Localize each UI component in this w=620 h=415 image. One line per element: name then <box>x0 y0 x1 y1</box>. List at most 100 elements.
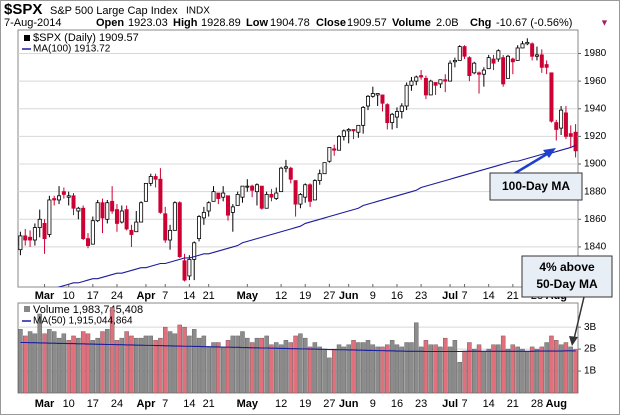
candle-body <box>95 202 100 222</box>
x-tick-label: 17 <box>87 290 99 302</box>
candle-body <box>279 167 284 193</box>
volume-bar <box>476 344 482 393</box>
candle-body <box>61 191 66 195</box>
candle-body <box>399 105 404 112</box>
volume-bar <box>486 348 491 393</box>
x-tick-label: Apr <box>136 398 156 410</box>
x-tick-label: 21 <box>203 398 215 410</box>
candle-body <box>419 75 424 78</box>
volume-bar <box>254 337 260 393</box>
volume-bar <box>32 333 38 393</box>
x-tick-label: 19 <box>299 398 311 410</box>
y-tick-label: 1880 <box>584 186 607 197</box>
candle-body <box>414 76 419 82</box>
x-tick-label: May <box>237 398 259 410</box>
volume-bar <box>235 335 240 393</box>
candle-body <box>370 93 375 97</box>
exchange: INDX <box>186 6 210 17</box>
volume-bar <box>491 344 496 393</box>
volume-bar <box>134 337 139 393</box>
volume-bar <box>283 340 289 393</box>
legend-swatch <box>24 306 30 312</box>
candle-body <box>544 64 549 68</box>
candles <box>18 38 578 282</box>
candle-body <box>539 54 544 68</box>
x-tick-label: 7 <box>162 290 168 302</box>
y-tick-label: 1920 <box>584 131 607 142</box>
candle-body <box>143 182 148 202</box>
candle-body <box>554 122 559 130</box>
candle-body <box>235 194 240 206</box>
volume-bar <box>360 342 366 393</box>
candle-body <box>356 124 361 133</box>
candle-body <box>168 229 173 241</box>
y-tick-label: 1840 <box>584 242 607 253</box>
arrow-head <box>569 336 578 346</box>
volume-bar <box>298 333 303 393</box>
candle-body <box>337 135 342 151</box>
volume-bar <box>100 331 105 393</box>
volume-bar <box>109 307 115 393</box>
candle-body <box>452 59 457 63</box>
volume-bar <box>80 331 86 393</box>
candle-body <box>341 130 346 137</box>
candle-body <box>57 195 62 201</box>
quote-value: 2.0B <box>436 17 459 29</box>
volume-bar <box>264 335 269 393</box>
volume-bar <box>293 335 298 393</box>
candle-body <box>221 192 226 198</box>
candle-body <box>23 235 28 241</box>
candle-body <box>563 112 568 137</box>
x-tick-label: 17 <box>87 398 99 410</box>
candle-body <box>346 129 351 132</box>
x-tick-label: 27 <box>323 398 335 410</box>
y-tick-label: 3B <box>584 322 597 333</box>
annotation-box <box>489 172 583 201</box>
volume-bar <box>105 329 110 393</box>
x-tick-label: Jun <box>339 290 359 302</box>
x-tick-label: 7 <box>162 398 168 410</box>
candle-body <box>264 194 269 209</box>
volume-panel <box>17 302 579 394</box>
legend-label: MA(50) 1,915,044,864 <box>33 316 133 327</box>
volume-bar <box>158 337 163 393</box>
candle-body <box>206 202 211 212</box>
quote-value: 1928.89 <box>201 17 241 29</box>
candle-body <box>380 94 385 104</box>
candle-body <box>428 80 433 96</box>
legend-label: MA(100) 1913.72 <box>33 44 111 55</box>
candle-body <box>477 72 482 75</box>
y-tick-label: 2B <box>584 344 597 355</box>
x-tick-label: 16 <box>391 398 403 410</box>
volume-bar <box>573 349 578 393</box>
candle-body <box>240 185 245 198</box>
candle-body <box>534 54 539 57</box>
candle-body <box>148 176 153 184</box>
change-arrow: ▼ <box>600 17 609 27</box>
candle-body <box>100 202 105 219</box>
candle-body <box>559 109 564 129</box>
candle-body <box>443 79 448 82</box>
quote-label: High <box>173 17 198 29</box>
volume-bar <box>278 344 284 393</box>
volume-bar <box>539 346 545 393</box>
volume-bar <box>558 344 564 393</box>
candle-body <box>573 131 578 152</box>
quote-date: 7-Aug-2014 <box>4 17 62 29</box>
candle-body <box>225 195 230 216</box>
candle-body <box>76 207 81 212</box>
x-tick-label: 12 <box>275 398 287 410</box>
x-tick-label: 10 <box>63 398 75 410</box>
volume-bar <box>288 342 293 393</box>
volume-bar <box>56 337 62 393</box>
symbol: $SPX <box>4 1 42 18</box>
volume-bar <box>404 342 409 393</box>
volume-bar <box>423 340 429 393</box>
volume-bar <box>312 342 318 393</box>
x-tick-label: Mar <box>35 290 55 302</box>
volume-bar <box>211 342 216 393</box>
volume-bar <box>380 346 385 393</box>
volume-bar <box>549 335 554 393</box>
quote-value: -10.67 (-0.56%) <box>496 17 572 29</box>
